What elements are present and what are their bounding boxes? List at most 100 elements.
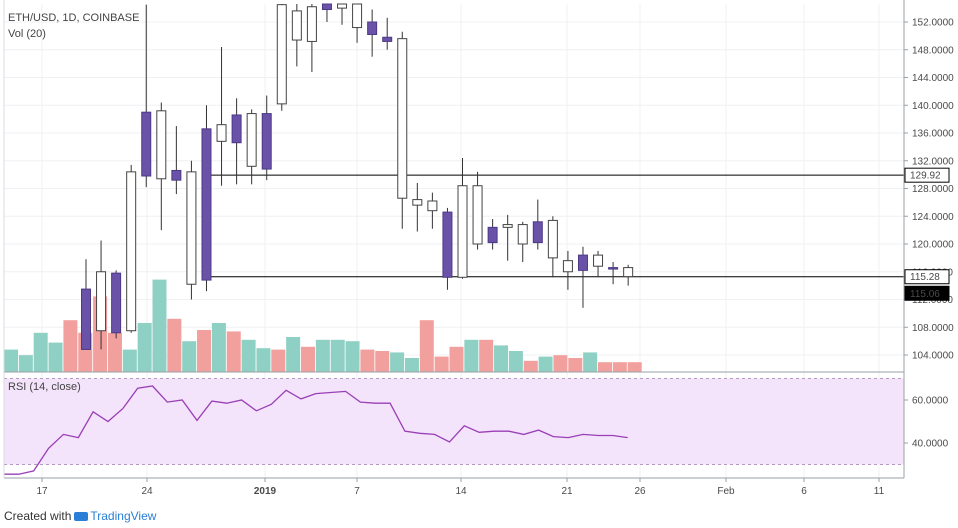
price-tick-label: 144.0000 [912, 73, 954, 84]
volume-bar [226, 331, 241, 372]
volume-bar [375, 351, 390, 372]
volume-bar [538, 356, 553, 372]
rsi-band-fill [4, 378, 904, 465]
price-label-box [904, 285, 950, 301]
volume-bar [553, 355, 568, 372]
horizontal-lines [210, 174, 904, 278]
volume-bar [449, 346, 464, 372]
rsi-tick-label: 60.0000 [912, 396, 949, 407]
candle-body [291, 10, 302, 41]
rsi-line [4, 385, 628, 475]
time-tick-label: 7 [354, 486, 360, 497]
price-axis[interactable]: 104.0000108.0000112.0000116.0000120.0000… [904, 18, 954, 362]
volume-bar [345, 341, 360, 372]
candle-body [96, 271, 107, 332]
candle-body [547, 219, 558, 259]
time-tick-label: Feb [717, 486, 735, 497]
candle-body [412, 199, 423, 206]
tradingview-logo-icon [74, 512, 89, 521]
time-axis[interactable]: 17 24 2019 7 14 21 26 Feb 6 11 [36, 478, 885, 497]
candle-body [321, 3, 332, 11]
candle-body [457, 185, 468, 278]
volume-bar [271, 349, 286, 372]
volume-bar [197, 330, 212, 372]
volume-bar [390, 352, 405, 372]
rsi-band [4, 378, 904, 465]
price-label-box [904, 269, 950, 285]
chart-title: ETH/USD, 1D, COINBASE [8, 12, 139, 24]
candle-body [337, 3, 348, 9]
candle-body [487, 226, 498, 244]
volume-bar [301, 346, 315, 372]
price-tick-label: 148.0000 [912, 45, 954, 56]
volume-bar [360, 349, 375, 372]
time-tick-label: 11 [874, 486, 885, 497]
time-tick-label: 17 [36, 486, 48, 497]
price-tick-label: 140.0000 [912, 101, 954, 112]
price-tick-label: 120.0000 [912, 240, 954, 251]
price-tick-label: 136.0000 [912, 129, 954, 140]
volume-bar [107, 332, 122, 372]
volume-bar [152, 279, 167, 372]
volume-bar [330, 339, 345, 372]
candle-body [472, 185, 483, 245]
candle-body [517, 224, 528, 245]
price-tick-label: 108.0000 [912, 323, 954, 334]
volume-bar [122, 349, 137, 372]
candle-body [593, 254, 604, 267]
rsi-series-line [4, 385, 628, 475]
volume-bar [464, 339, 479, 372]
volume-bar [182, 341, 197, 372]
candles [81, 3, 634, 350]
pane-frame [3, 0, 905, 479]
candle-body [306, 6, 317, 42]
volume-bar [479, 339, 494, 372]
volume-bar [404, 358, 419, 372]
price-label-box [904, 167, 950, 183]
candle-body [216, 124, 227, 142]
footer[interactable]: Created with TradingView [4, 509, 157, 523]
time-tick-label: 2019 [254, 486, 277, 497]
time-tick-label: 26 [634, 486, 646, 497]
time-tick-label: 21 [561, 486, 573, 497]
price-label-text: 115.06 [910, 289, 940, 300]
candle-body [276, 4, 287, 105]
candle-body [608, 267, 619, 270]
volume-bar [523, 360, 538, 372]
candle-body [532, 221, 543, 244]
volume-bar [568, 358, 583, 372]
volume-bar [167, 318, 182, 372]
price-tick-label: 104.0000 [912, 351, 954, 362]
volume-label: Vol (20) [8, 28, 46, 40]
volume-bar [598, 362, 612, 372]
volume-bar [286, 337, 301, 372]
candle-body [562, 260, 573, 273]
price-tick-label: 152.0000 [912, 18, 954, 29]
candle-body [623, 267, 634, 278]
price-tick-label: 132.0000 [912, 156, 954, 167]
price-label-text: 115.28 [910, 272, 940, 283]
rsi-tick-label: 40.0000 [912, 439, 949, 450]
volume-bar [434, 356, 449, 372]
volume-bar [612, 362, 627, 372]
volume-bar [315, 339, 330, 372]
candle-body [111, 272, 122, 334]
volume-bar [48, 342, 63, 372]
volume-bar [137, 323, 152, 372]
volume-bar [241, 339, 256, 372]
candle-body [261, 113, 272, 170]
volume-bar [627, 362, 642, 372]
rsi-axis[interactable]: 40.0000 60.0000 [904, 396, 949, 450]
price-labels: 129.92 115.28 115.06 [904, 167, 950, 301]
rsi-label: RSI (14, close) [8, 381, 81, 393]
volume-bar [419, 320, 434, 372]
time-tick-label: 14 [455, 486, 467, 497]
candle-body [81, 288, 91, 350]
candle-body [246, 113, 257, 167]
volume-bar [256, 348, 271, 372]
volume-bar [583, 352, 598, 372]
price-tick-label: 124.0000 [912, 212, 954, 223]
time-tick-label: 6 [801, 486, 807, 497]
volume-bar [211, 323, 226, 372]
